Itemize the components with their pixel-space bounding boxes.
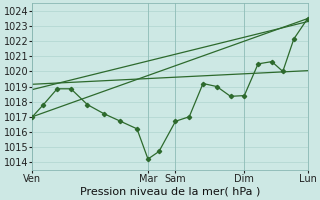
- X-axis label: Pression niveau de la mer( hPa ): Pression niveau de la mer( hPa ): [80, 187, 260, 197]
